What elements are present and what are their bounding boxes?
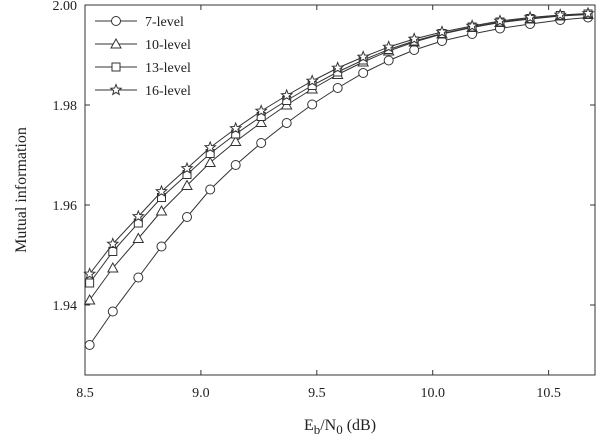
data-point bbox=[305, 74, 319, 87]
legend-marker bbox=[111, 62, 121, 72]
data-point bbox=[83, 267, 97, 280]
legend-label: 16-level bbox=[145, 84, 191, 99]
data-point bbox=[229, 135, 242, 146]
data-point bbox=[356, 50, 370, 63]
series-10-level bbox=[83, 8, 594, 305]
legend-marker bbox=[110, 37, 122, 49]
x-tick-label: 9.5 bbox=[308, 386, 326, 401]
data-point bbox=[133, 272, 144, 283]
data-point bbox=[106, 261, 119, 273]
data-point bbox=[254, 104, 268, 117]
x-tick-label: 9.0 bbox=[192, 386, 210, 401]
data-point bbox=[85, 278, 95, 288]
x-label-part: (dB) bbox=[343, 417, 376, 434]
data-point bbox=[553, 8, 567, 21]
data-point bbox=[382, 40, 396, 53]
data-point bbox=[108, 247, 118, 256]
data-point bbox=[383, 55, 394, 66]
x-tick-label: 8.5 bbox=[76, 386, 94, 401]
data-point bbox=[181, 179, 193, 190]
data-point bbox=[205, 184, 216, 195]
series-line bbox=[89, 13, 589, 275]
x-tick-label: 10.5 bbox=[536, 386, 561, 401]
legend-label: 13-level bbox=[145, 61, 191, 76]
data-point bbox=[180, 161, 194, 175]
data-point bbox=[331, 61, 345, 74]
data-point bbox=[256, 138, 267, 148]
y-tick-label: 1.98 bbox=[53, 99, 78, 114]
series-line bbox=[89, 14, 589, 301]
data-point bbox=[307, 99, 318, 110]
y-tick-label: 1.94 bbox=[53, 299, 78, 314]
data-point bbox=[132, 232, 145, 243]
data-point bbox=[358, 68, 369, 78]
data-point bbox=[409, 45, 420, 55]
series-layer bbox=[83, 6, 595, 350]
data-point bbox=[230, 160, 241, 170]
data-point bbox=[156, 241, 167, 252]
legend-marker bbox=[109, 83, 123, 96]
data-point bbox=[154, 184, 169, 198]
data-point bbox=[204, 156, 217, 167]
x-axis-label: Eb/N0 (dB) bbox=[304, 417, 376, 437]
data-point bbox=[581, 6, 595, 20]
series-16-level bbox=[83, 6, 595, 280]
data-point bbox=[255, 116, 268, 127]
x-label-part: /N bbox=[320, 417, 336, 434]
x-label-part: b bbox=[314, 422, 321, 437]
data-point bbox=[281, 118, 292, 128]
data-point bbox=[493, 14, 507, 27]
data-point bbox=[465, 19, 479, 32]
data-point bbox=[83, 293, 96, 305]
x-label-part: E bbox=[304, 417, 314, 434]
data-point bbox=[84, 340, 95, 350]
x-label-part: 0 bbox=[336, 422, 343, 437]
data-point bbox=[435, 25, 449, 38]
data-point bbox=[407, 32, 421, 45]
data-point bbox=[182, 212, 192, 222]
data-point bbox=[155, 204, 168, 216]
x-tick-label: 10.0 bbox=[420, 386, 445, 401]
y-tick-label: 1.96 bbox=[53, 199, 78, 214]
data-point bbox=[106, 237, 120, 250]
data-point bbox=[107, 306, 118, 317]
legend-label: 7-level bbox=[145, 15, 184, 30]
plot-frame bbox=[84, 4, 596, 376]
data-point bbox=[229, 121, 243, 135]
axis-ticks: 8.5 9.0 9.5 10.0 10.5 1.94 1.96 1.98 2.00 bbox=[53, 0, 595, 401]
legend-label: 10-level bbox=[145, 38, 191, 53]
data-point bbox=[332, 83, 343, 93]
data-point bbox=[280, 88, 294, 102]
legend: 7-level 10-level 13-level 16-level bbox=[95, 15, 191, 99]
y-tick-label: 2.00 bbox=[53, 0, 78, 14]
legend-marker bbox=[111, 16, 121, 26]
y-axis-label: Mutual information bbox=[13, 127, 30, 253]
data-point bbox=[203, 140, 217, 154]
data-point bbox=[131, 209, 145, 223]
data-point bbox=[523, 10, 537, 24]
